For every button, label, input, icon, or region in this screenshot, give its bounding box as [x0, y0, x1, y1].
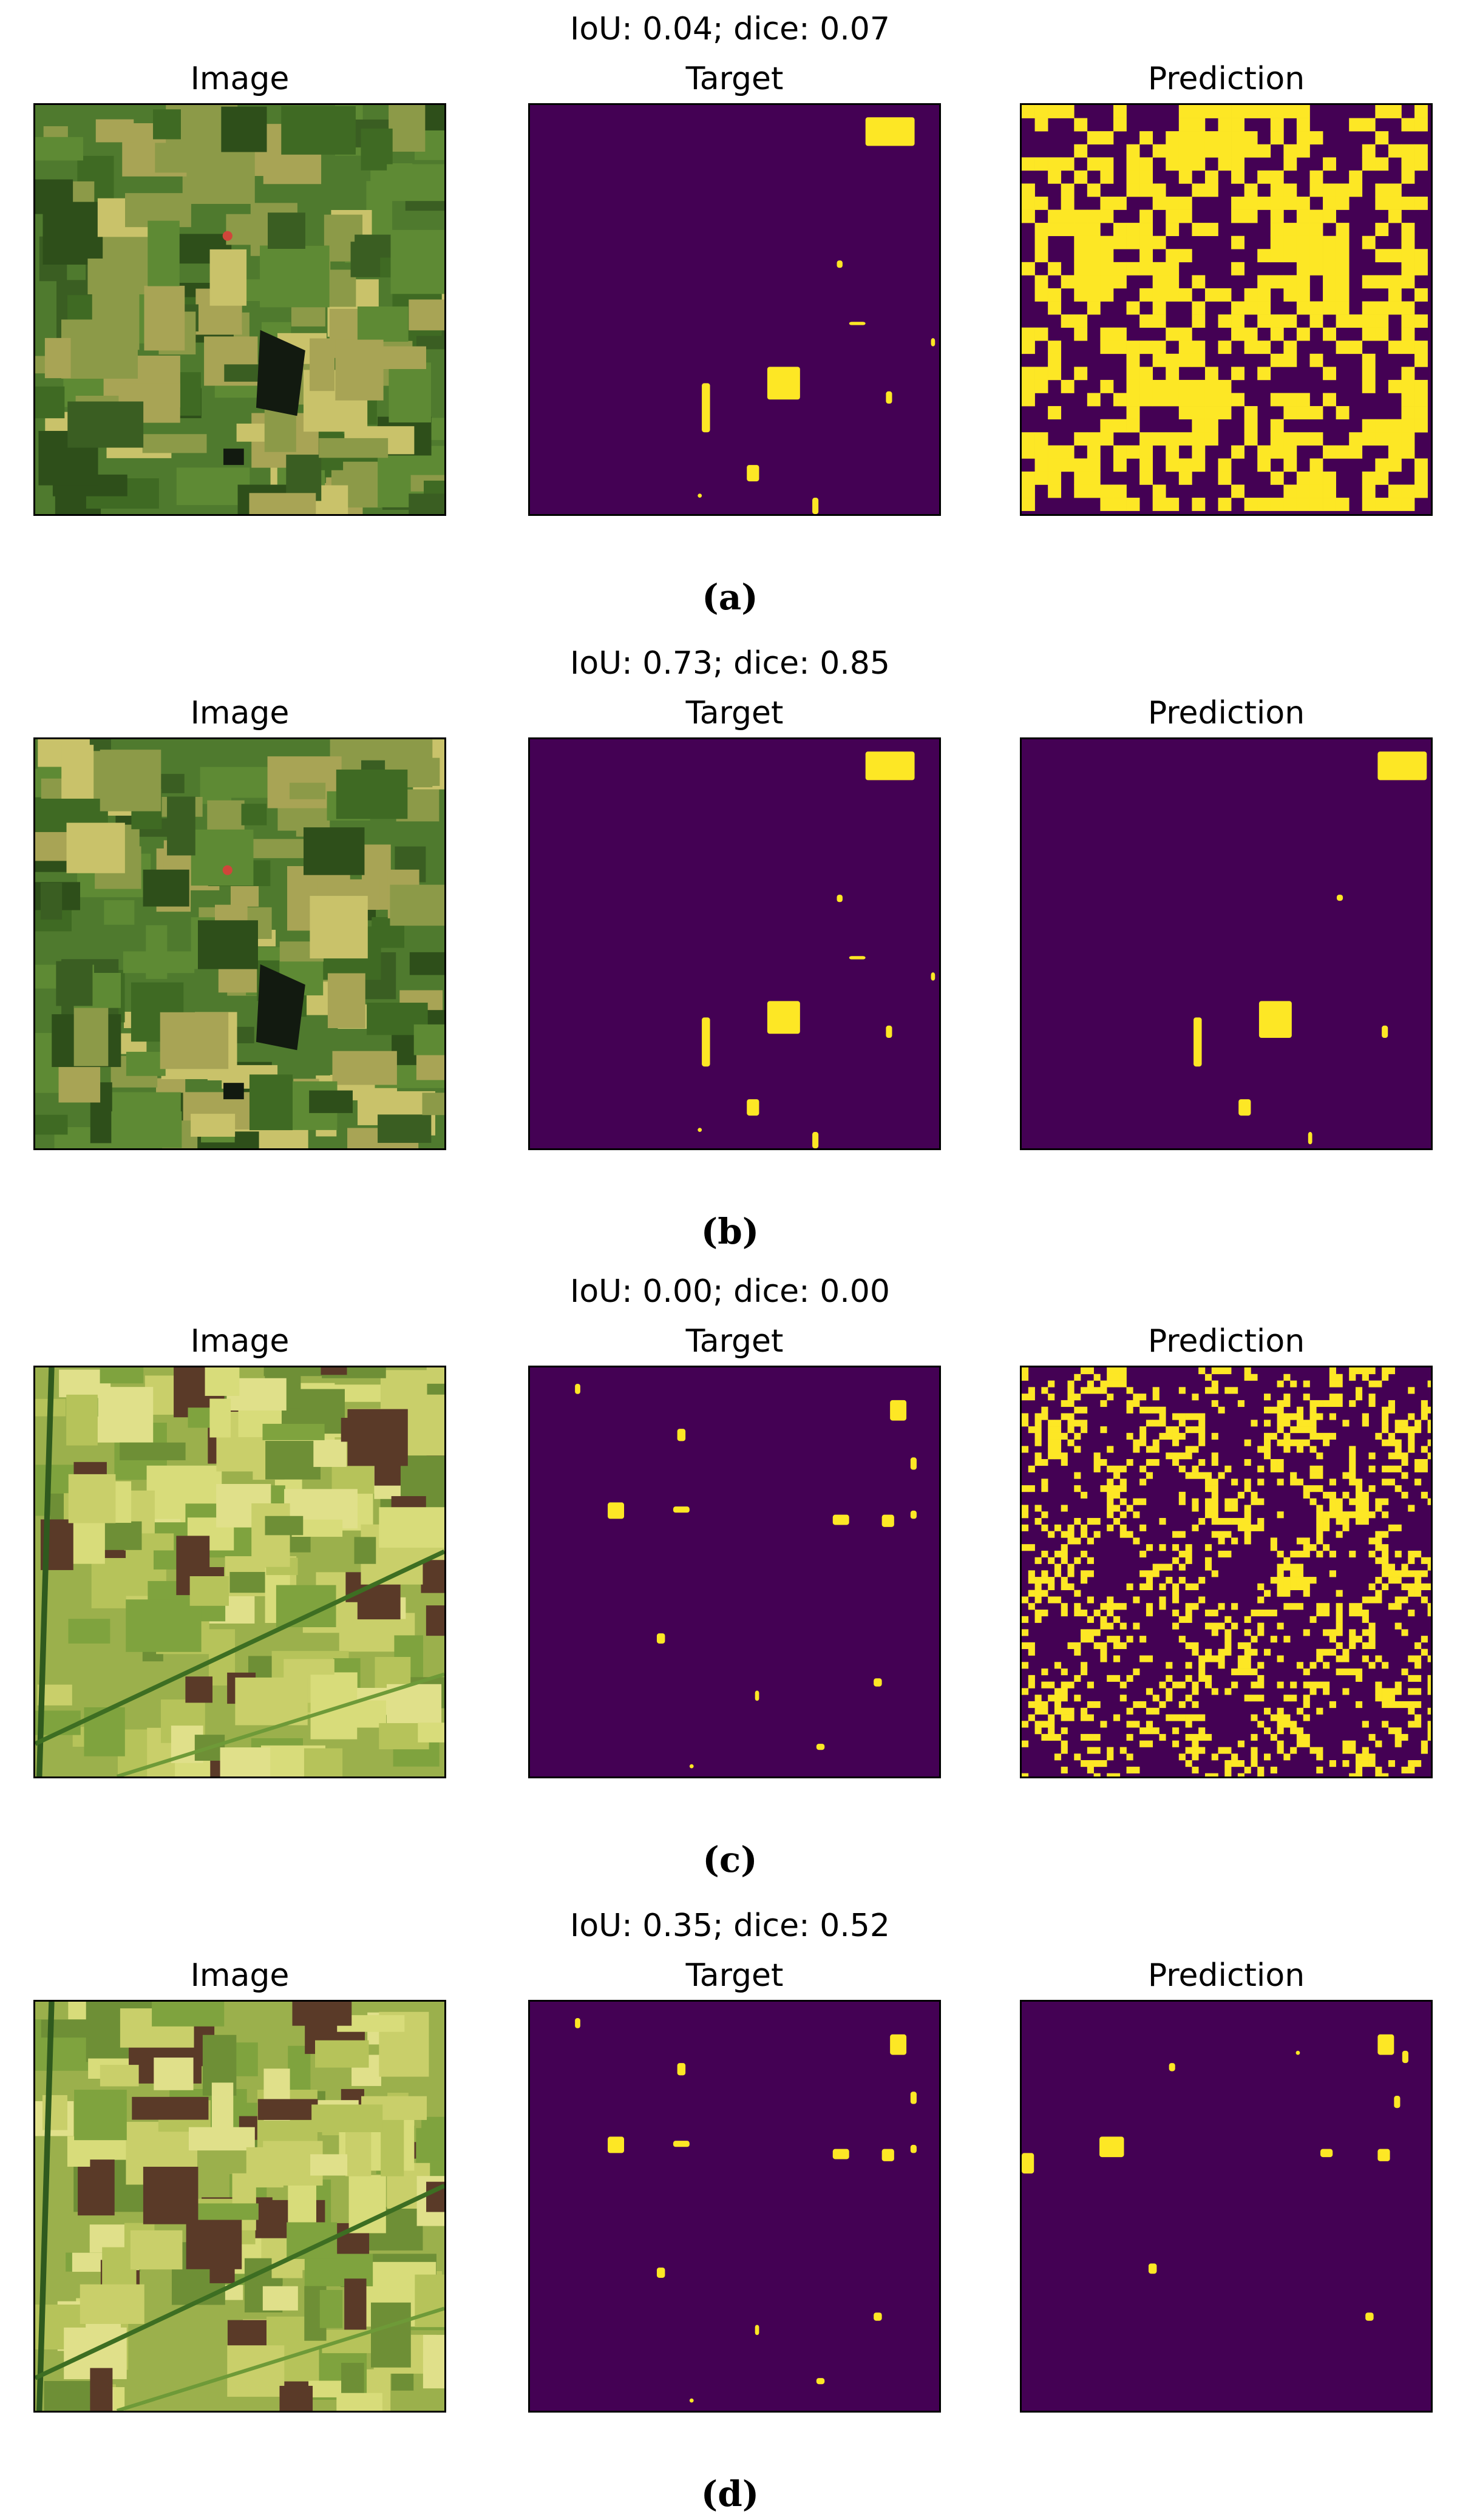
column-title: Image	[190, 1323, 290, 1360]
image-panel	[33, 737, 446, 1150]
subfigure-caption: (b)	[701, 1211, 759, 1252]
prediction-panel-graphic	[1022, 105, 1431, 514]
target-panel	[528, 2000, 941, 2413]
image-panel	[33, 1366, 446, 1778]
prediction-panel	[1020, 2000, 1433, 2413]
column-title: Image	[190, 695, 290, 731]
image-panel-graphic	[35, 2002, 444, 2411]
target-panel-graphic	[530, 2002, 939, 2411]
subfigure-caption: (c)	[702, 1839, 758, 1880]
target-panel-graphic	[530, 1367, 939, 1777]
column-title: Target	[685, 1957, 784, 1994]
prediction-panel	[1020, 1366, 1433, 1778]
image-panel	[33, 103, 446, 516]
image-panel-graphic	[35, 739, 444, 1148]
prediction-panel-graphic	[1022, 1367, 1431, 1777]
column-title: Prediction	[1147, 1323, 1305, 1360]
target-panel	[528, 737, 941, 1150]
prediction-panel	[1020, 737, 1433, 1150]
image-panel-graphic	[35, 105, 444, 514]
target-panel	[528, 1366, 941, 1778]
metric-label: IoU: 0.73; dice: 0.85	[570, 645, 890, 682]
metric-label: IoU: 0.04; dice: 0.07	[570, 11, 890, 47]
metric-label: IoU: 0.35; dice: 0.52	[570, 1908, 890, 1944]
column-title: Prediction	[1147, 695, 1305, 731]
column-title: Target	[685, 695, 784, 731]
column-title: Target	[685, 1323, 784, 1360]
column-title: Prediction	[1147, 61, 1305, 97]
column-title: Prediction	[1147, 1957, 1305, 1994]
metric-label: IoU: 0.00; dice: 0.00	[570, 1273, 890, 1310]
prediction-panel-graphic	[1022, 2002, 1431, 2411]
image-panel	[33, 2000, 446, 2413]
subfigure-caption: (a)	[702, 577, 758, 618]
subfigure-caption: (d)	[701, 2473, 759, 2515]
prediction-panel-graphic	[1022, 739, 1431, 1148]
column-title: Target	[685, 61, 784, 97]
image-panel-graphic	[35, 1367, 444, 1777]
target-panel-graphic	[530, 739, 939, 1148]
target-panel-graphic	[530, 105, 939, 514]
target-panel	[528, 103, 941, 516]
prediction-panel	[1020, 103, 1433, 516]
column-title: Image	[190, 1957, 290, 1994]
column-title: Image	[190, 61, 290, 97]
